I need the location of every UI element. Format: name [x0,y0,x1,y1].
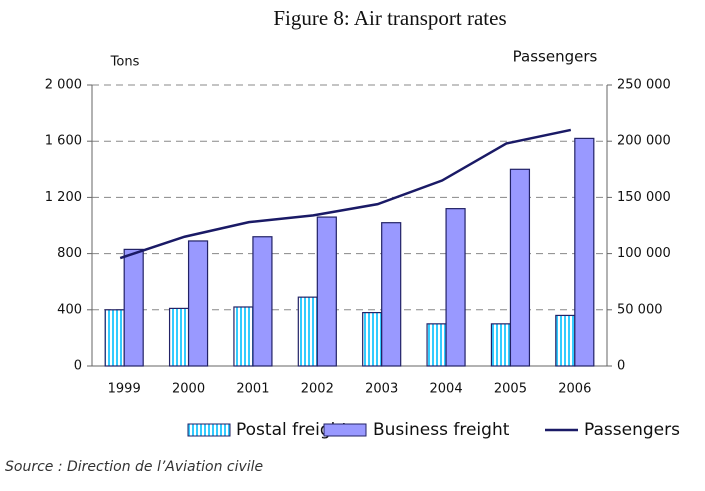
y2-tick-label: 50 000 [617,302,663,317]
bar [509,168,531,367]
bar [445,208,466,367]
bar [123,248,144,367]
legend-label: Business freight [373,420,510,440]
bar [381,222,402,367]
legend-label: Passengers [584,420,680,440]
bar [187,240,209,367]
y-tick-label: 2 000 [45,78,82,93]
x-tick-label: 2005 [494,382,527,397]
legend-swatch [323,423,367,437]
bar [104,309,125,367]
y2-tick-label: 150 000 [617,190,671,205]
source-note: Source : Direction de l’Aviation civile [5,459,263,475]
bar [426,323,447,367]
y-tick-label: 1 200 [45,190,82,205]
x-tick-label: 2004 [430,382,463,397]
y-tick-label: 0 [74,359,82,374]
legend-swatch [187,423,231,437]
y-axis-label: Tons [110,55,140,70]
x-tick-label: 2006 [558,382,591,397]
bar [316,216,337,367]
bar [362,312,383,367]
chart-title: Figure 8: Air transport rates [273,6,506,30]
legend-label: Postal freight [236,420,348,440]
bar [252,236,273,367]
bar [555,314,576,367]
bar [233,306,254,367]
x-tick-label: 2002 [301,382,334,397]
y2-tick-label: 250 000 [617,78,671,93]
y2-tick-label: 100 000 [617,246,671,261]
x-tick-label: 2003 [365,382,398,397]
x-tick-label: 1999 [108,382,141,397]
y-tick-label: 800 [57,246,82,261]
bar [297,296,318,367]
x-tick-label: 2000 [172,382,205,397]
bar [490,323,512,367]
y2-axis-label: Passengers [513,48,598,66]
y2-tick-label: 200 000 [617,134,671,149]
bar [574,137,595,367]
line [119,128,572,260]
y2-tick-label: 0 [617,359,625,374]
bar [168,307,190,367]
x-tick-label: 2001 [236,382,269,397]
y-tick-label: 400 [57,302,82,317]
y-tick-label: 1 600 [45,134,82,149]
